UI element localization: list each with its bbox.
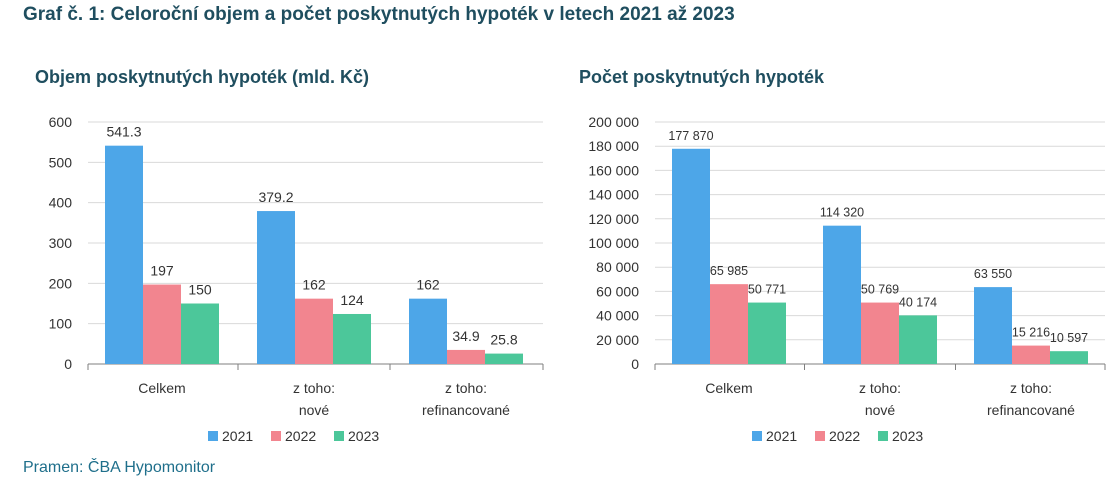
y-tick-label: 600 bbox=[49, 114, 73, 130]
y-tick-label: 160 000 bbox=[588, 162, 639, 178]
legend-swatch-2022 bbox=[815, 431, 825, 441]
data-label: 50 771 bbox=[748, 283, 786, 297]
legend-swatch-2022 bbox=[271, 431, 281, 441]
data-label: 65 985 bbox=[710, 264, 748, 278]
y-tick-label: 0 bbox=[64, 356, 72, 372]
data-label: 25.8 bbox=[490, 332, 517, 348]
bar-2022 bbox=[143, 284, 181, 364]
y-tick-label: 200 000 bbox=[588, 114, 639, 130]
y-tick-label: 500 bbox=[49, 154, 73, 170]
bar-2022 bbox=[1012, 345, 1050, 364]
legend-swatch-2021 bbox=[208, 431, 218, 441]
y-tick-label: 80 000 bbox=[596, 259, 639, 275]
y-tick-label: 100 bbox=[49, 316, 73, 332]
category-label: refinancované bbox=[987, 402, 1075, 418]
category-label: Celkem bbox=[138, 380, 185, 396]
data-label: 177 870 bbox=[668, 129, 713, 143]
bar-2023 bbox=[485, 353, 523, 364]
bar-2021 bbox=[672, 148, 710, 364]
category-label: refinancované bbox=[422, 402, 510, 418]
data-label: 34.9 bbox=[452, 328, 479, 344]
category-label: z toho: bbox=[859, 380, 901, 396]
data-label: 114 320 bbox=[820, 206, 864, 220]
chart-title: Objem poskytnutých hypoték (mld. Kč) bbox=[35, 67, 369, 87]
bar-2021 bbox=[105, 145, 143, 364]
data-label: 50 769 bbox=[861, 283, 899, 297]
bar-2021 bbox=[974, 287, 1012, 364]
page-title: Graf č. 1: Celoroční objem a počet posky… bbox=[23, 4, 735, 25]
category-label: nové bbox=[865, 402, 896, 418]
data-label: 63 550 bbox=[974, 267, 1012, 281]
y-tick-label: 400 bbox=[49, 195, 73, 211]
y-tick-label: 120 000 bbox=[588, 211, 639, 227]
category-label: z toho: bbox=[445, 380, 487, 396]
y-tick-label: 300 bbox=[49, 235, 73, 251]
data-label: 162 bbox=[302, 277, 326, 293]
data-label: 541.3 bbox=[106, 124, 141, 140]
category-label: z toho: bbox=[293, 380, 335, 396]
y-tick-label: 40 000 bbox=[596, 308, 639, 324]
legend-swatch-2021 bbox=[752, 431, 762, 441]
y-tick-label: 60 000 bbox=[596, 283, 639, 299]
data-label: 162 bbox=[416, 277, 440, 293]
legend-label: 2022 bbox=[285, 428, 316, 444]
data-label: 40 174 bbox=[899, 295, 937, 309]
y-tick-label: 140 000 bbox=[588, 187, 639, 203]
y-tick-label: 20 000 bbox=[596, 332, 639, 348]
legend-swatch-2023 bbox=[334, 431, 344, 441]
bar-2021 bbox=[257, 211, 295, 364]
bar-2022 bbox=[861, 302, 899, 364]
bar-2023 bbox=[1050, 351, 1088, 364]
legend-label: 2023 bbox=[348, 428, 379, 444]
y-tick-label: 180 000 bbox=[588, 138, 639, 154]
category-label: nové bbox=[299, 402, 330, 418]
data-label: 15 216 bbox=[1012, 326, 1050, 340]
legend-label: 2023 bbox=[892, 428, 923, 444]
data-label: 150 bbox=[188, 282, 212, 298]
legend-label: 2021 bbox=[766, 428, 797, 444]
bar-2022 bbox=[447, 349, 485, 364]
y-tick-label: 100 000 bbox=[588, 235, 639, 251]
bar-2023 bbox=[181, 303, 219, 364]
chart-2: Počet poskytnutých hypoték 0 20 000 40 000 6… bbox=[579, 67, 1106, 444]
chart-1: Objem poskytnutých hypoték (mld. Kč) 0 100… bbox=[35, 67, 544, 444]
legend-label: 2021 bbox=[222, 428, 253, 444]
bar-2021 bbox=[409, 298, 447, 364]
data-label: 10 597 bbox=[1050, 331, 1088, 345]
bar-2021 bbox=[823, 225, 861, 364]
bar-2023 bbox=[333, 313, 371, 364]
legend-label: 2022 bbox=[829, 428, 860, 444]
bar-2022 bbox=[295, 298, 333, 364]
y-tick-label: 200 bbox=[49, 275, 73, 291]
category-label: z toho: bbox=[1010, 380, 1052, 396]
y-tick-label: 0 bbox=[631, 356, 639, 372]
data-label: 124 bbox=[340, 292, 364, 308]
data-label: 379.2 bbox=[258, 189, 293, 205]
bar-2022 bbox=[710, 284, 748, 364]
source-note: Pramen: ČBA Hypomonitor bbox=[23, 459, 216, 476]
category-label: Celkem bbox=[705, 380, 752, 396]
bar-2023 bbox=[899, 315, 937, 364]
legend-swatch-2023 bbox=[878, 431, 888, 441]
data-label: 197 bbox=[150, 263, 174, 279]
chart-title: Počet poskytnutých hypoték bbox=[579, 67, 825, 87]
bar-2023 bbox=[748, 302, 786, 364]
